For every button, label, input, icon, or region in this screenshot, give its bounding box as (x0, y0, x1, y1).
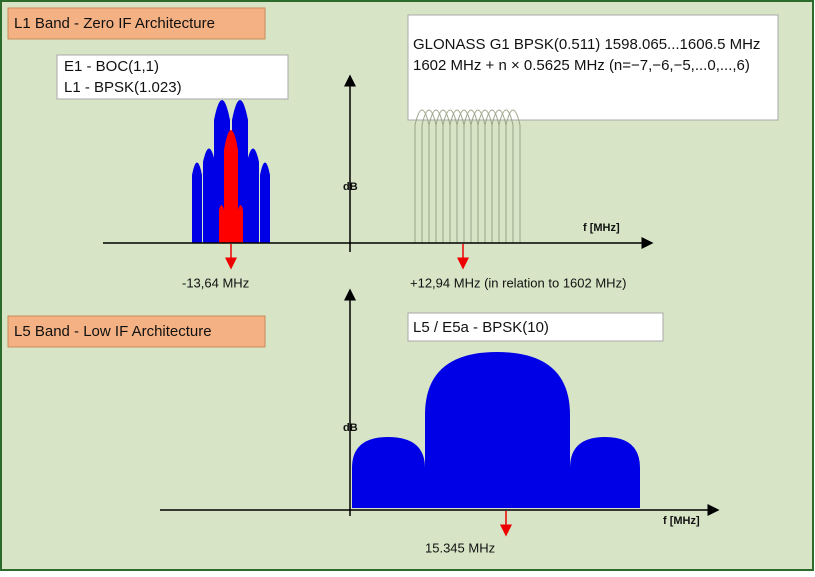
legend-box (407, 312, 664, 342)
legend-line: E1 - BOC(1,1) (64, 58, 159, 75)
glonass-line: GLONASS G1 BPSK(0.511) 1598.065...1606.5… (413, 36, 760, 53)
l5-spectrum (352, 352, 640, 508)
title-box (7, 315, 266, 348)
y-axis-label: dB (343, 181, 358, 193)
x-axis-label: f [MHz] (663, 515, 700, 527)
marker-label: -13,64 MHz (182, 275, 249, 290)
legend-box (56, 54, 289, 100)
marker-label: 15.345 MHz (425, 540, 495, 555)
section-title: L1 Band - Zero IF Architecture (14, 15, 215, 32)
glonass-lobe (498, 109, 514, 243)
marker-label: +12,94 MHz (in relation to 1602 MHz) (410, 275, 626, 290)
glonass-box (407, 14, 779, 121)
bpsk-spectrum (219, 130, 243, 243)
y-axis-label: dB (343, 422, 358, 434)
glonass-lobe (505, 109, 521, 243)
x-axis-label: f [MHz] (583, 222, 620, 234)
legend-line: L5 / E5a - BPSK(10) (413, 319, 549, 336)
title-box (7, 7, 266, 40)
glonass-line: 1602 MHz + n × 0.5625 MHz (n=−7,−6,−5,..… (413, 57, 750, 74)
glonass-spectrum (414, 109, 521, 243)
section-title: L5 Band - Low IF Architecture (14, 323, 212, 340)
legend-line: L1 - BPSK(1.023) (64, 79, 182, 96)
